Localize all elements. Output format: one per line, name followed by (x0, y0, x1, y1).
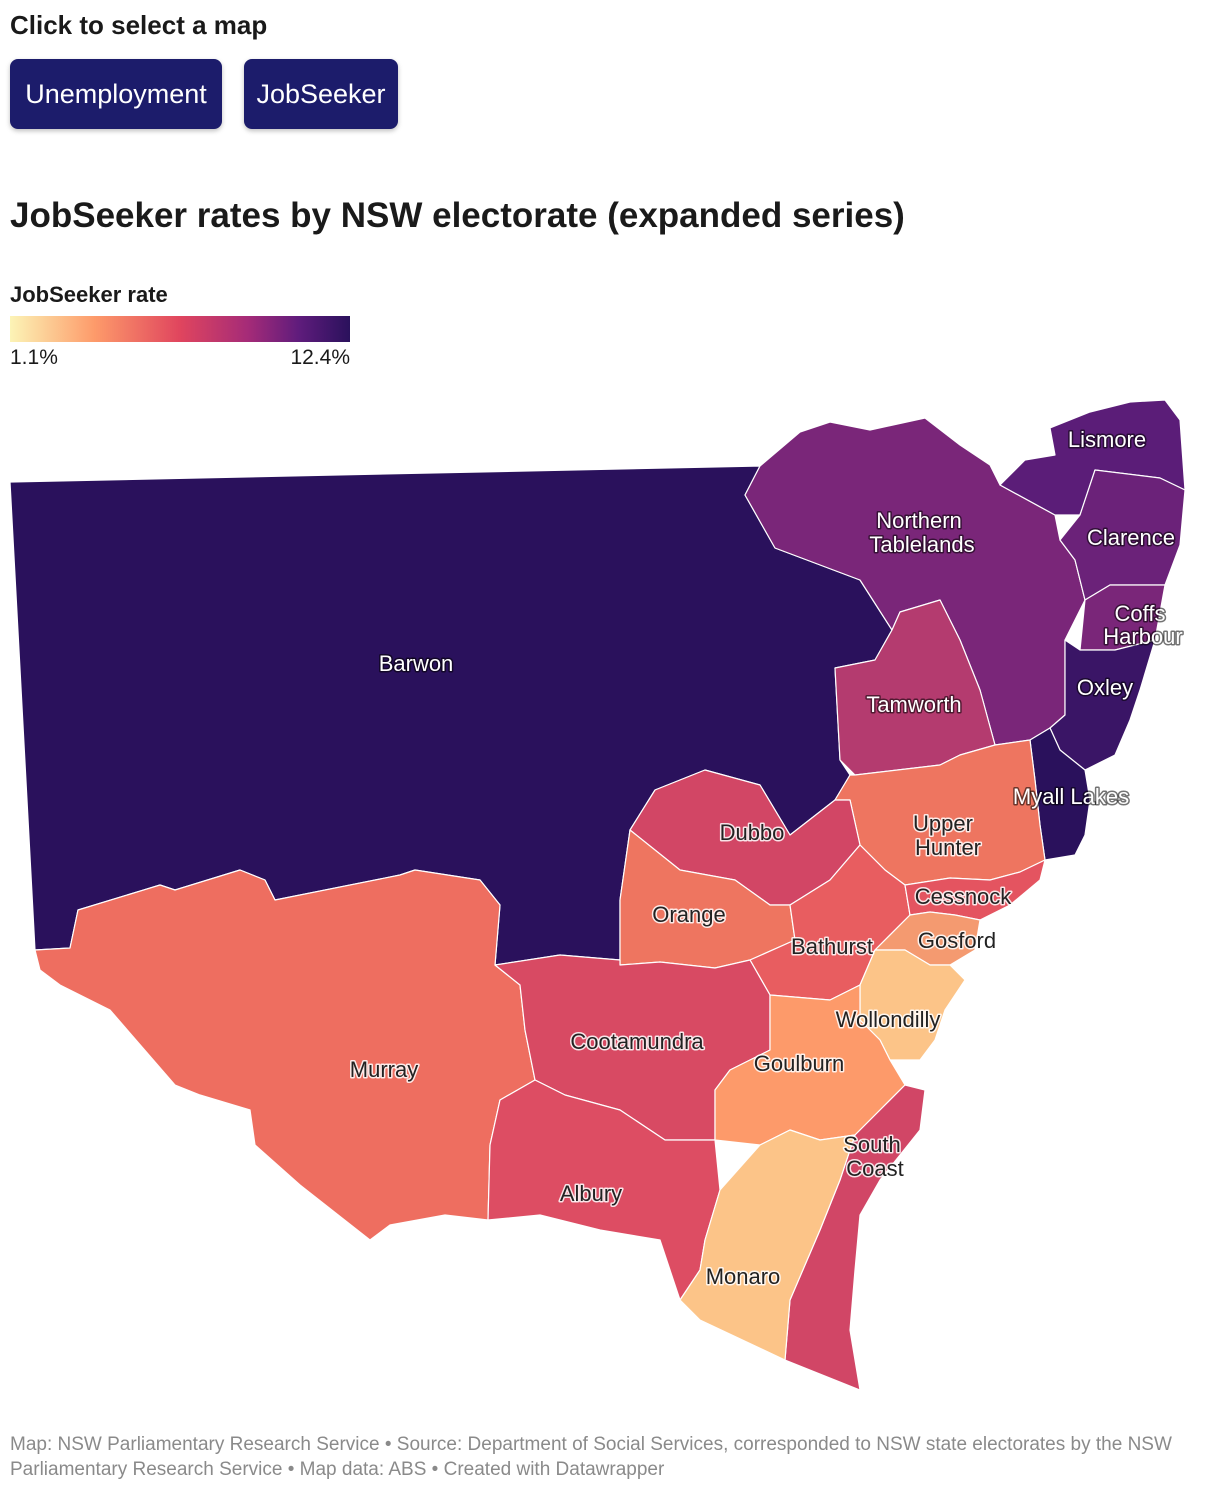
electorate-label-tamworth: Tamworth (866, 692, 961, 717)
map-title: JobSeeker rates by NSW electorate (expan… (10, 196, 905, 235)
electorate-label-cessnock: Cessnock (915, 884, 1013, 909)
electorate-monaro[interactable] (679, 1129, 856, 1361)
electorate-label-oxley: Oxley (1077, 675, 1133, 700)
electorate-label-cootamundra: Cootamundra (570, 1029, 704, 1054)
electorate-label-myall-lakes: Myall Lakes (1013, 784, 1129, 809)
legend-max-label: 12.4% (290, 346, 350, 369)
electorate-label-orange: Orange (652, 902, 725, 927)
electorate-oxley[interactable] (1049, 639, 1156, 771)
electorate-label-murray: Murray (350, 1057, 418, 1082)
electorate-label-albury: Albury (560, 1181, 622, 1206)
electorate-label-upper-hunter: Upper Hunter (913, 811, 981, 860)
electorate-label-barwon: Barwon (379, 651, 454, 676)
electorate-label-clarence: Clarence (1087, 525, 1175, 550)
electorate-label-goulburn: Goulburn (754, 1051, 845, 1076)
electorate-murray[interactable] (34, 869, 536, 1241)
electorate-label-coffs-harbour: Coffs Harbour (1103, 601, 1182, 649)
legend-color-scale (10, 316, 350, 342)
electorate-label-northern-tablelands: Northern Tablelands (869, 508, 974, 557)
electorate-label-monaro: Monaro (706, 1264, 781, 1289)
electorate-label-gosford: Gosford (918, 928, 996, 953)
map-footer: Map: NSW Parliamentary Research Service … (10, 1434, 1172, 1480)
electorate-label-wollondilly: Wollondilly (836, 1007, 941, 1032)
electorate-label-south-coast: South Coast (843, 1132, 903, 1181)
legend-min-label: 1.1% (10, 346, 58, 369)
jobseeker-button[interactable]: JobSeeker (244, 59, 398, 129)
map-selector: Unemployment JobSeeker (10, 59, 398, 129)
nsw-electorate-map: Barwon Northern Tablelands Lismore Clarence C… (9, 399, 1186, 1391)
electorate-label-dubbo: Dubbo (720, 820, 785, 845)
electorate-label-bathurst: Bathurst (791, 934, 873, 959)
electorate-label-lismore: Lismore (1068, 427, 1146, 452)
unemployment-button[interactable]: Unemployment (10, 59, 222, 129)
legend-title: JobSeeker rate (10, 282, 168, 307)
map-selector-label: Click to select a map (10, 10, 268, 40)
